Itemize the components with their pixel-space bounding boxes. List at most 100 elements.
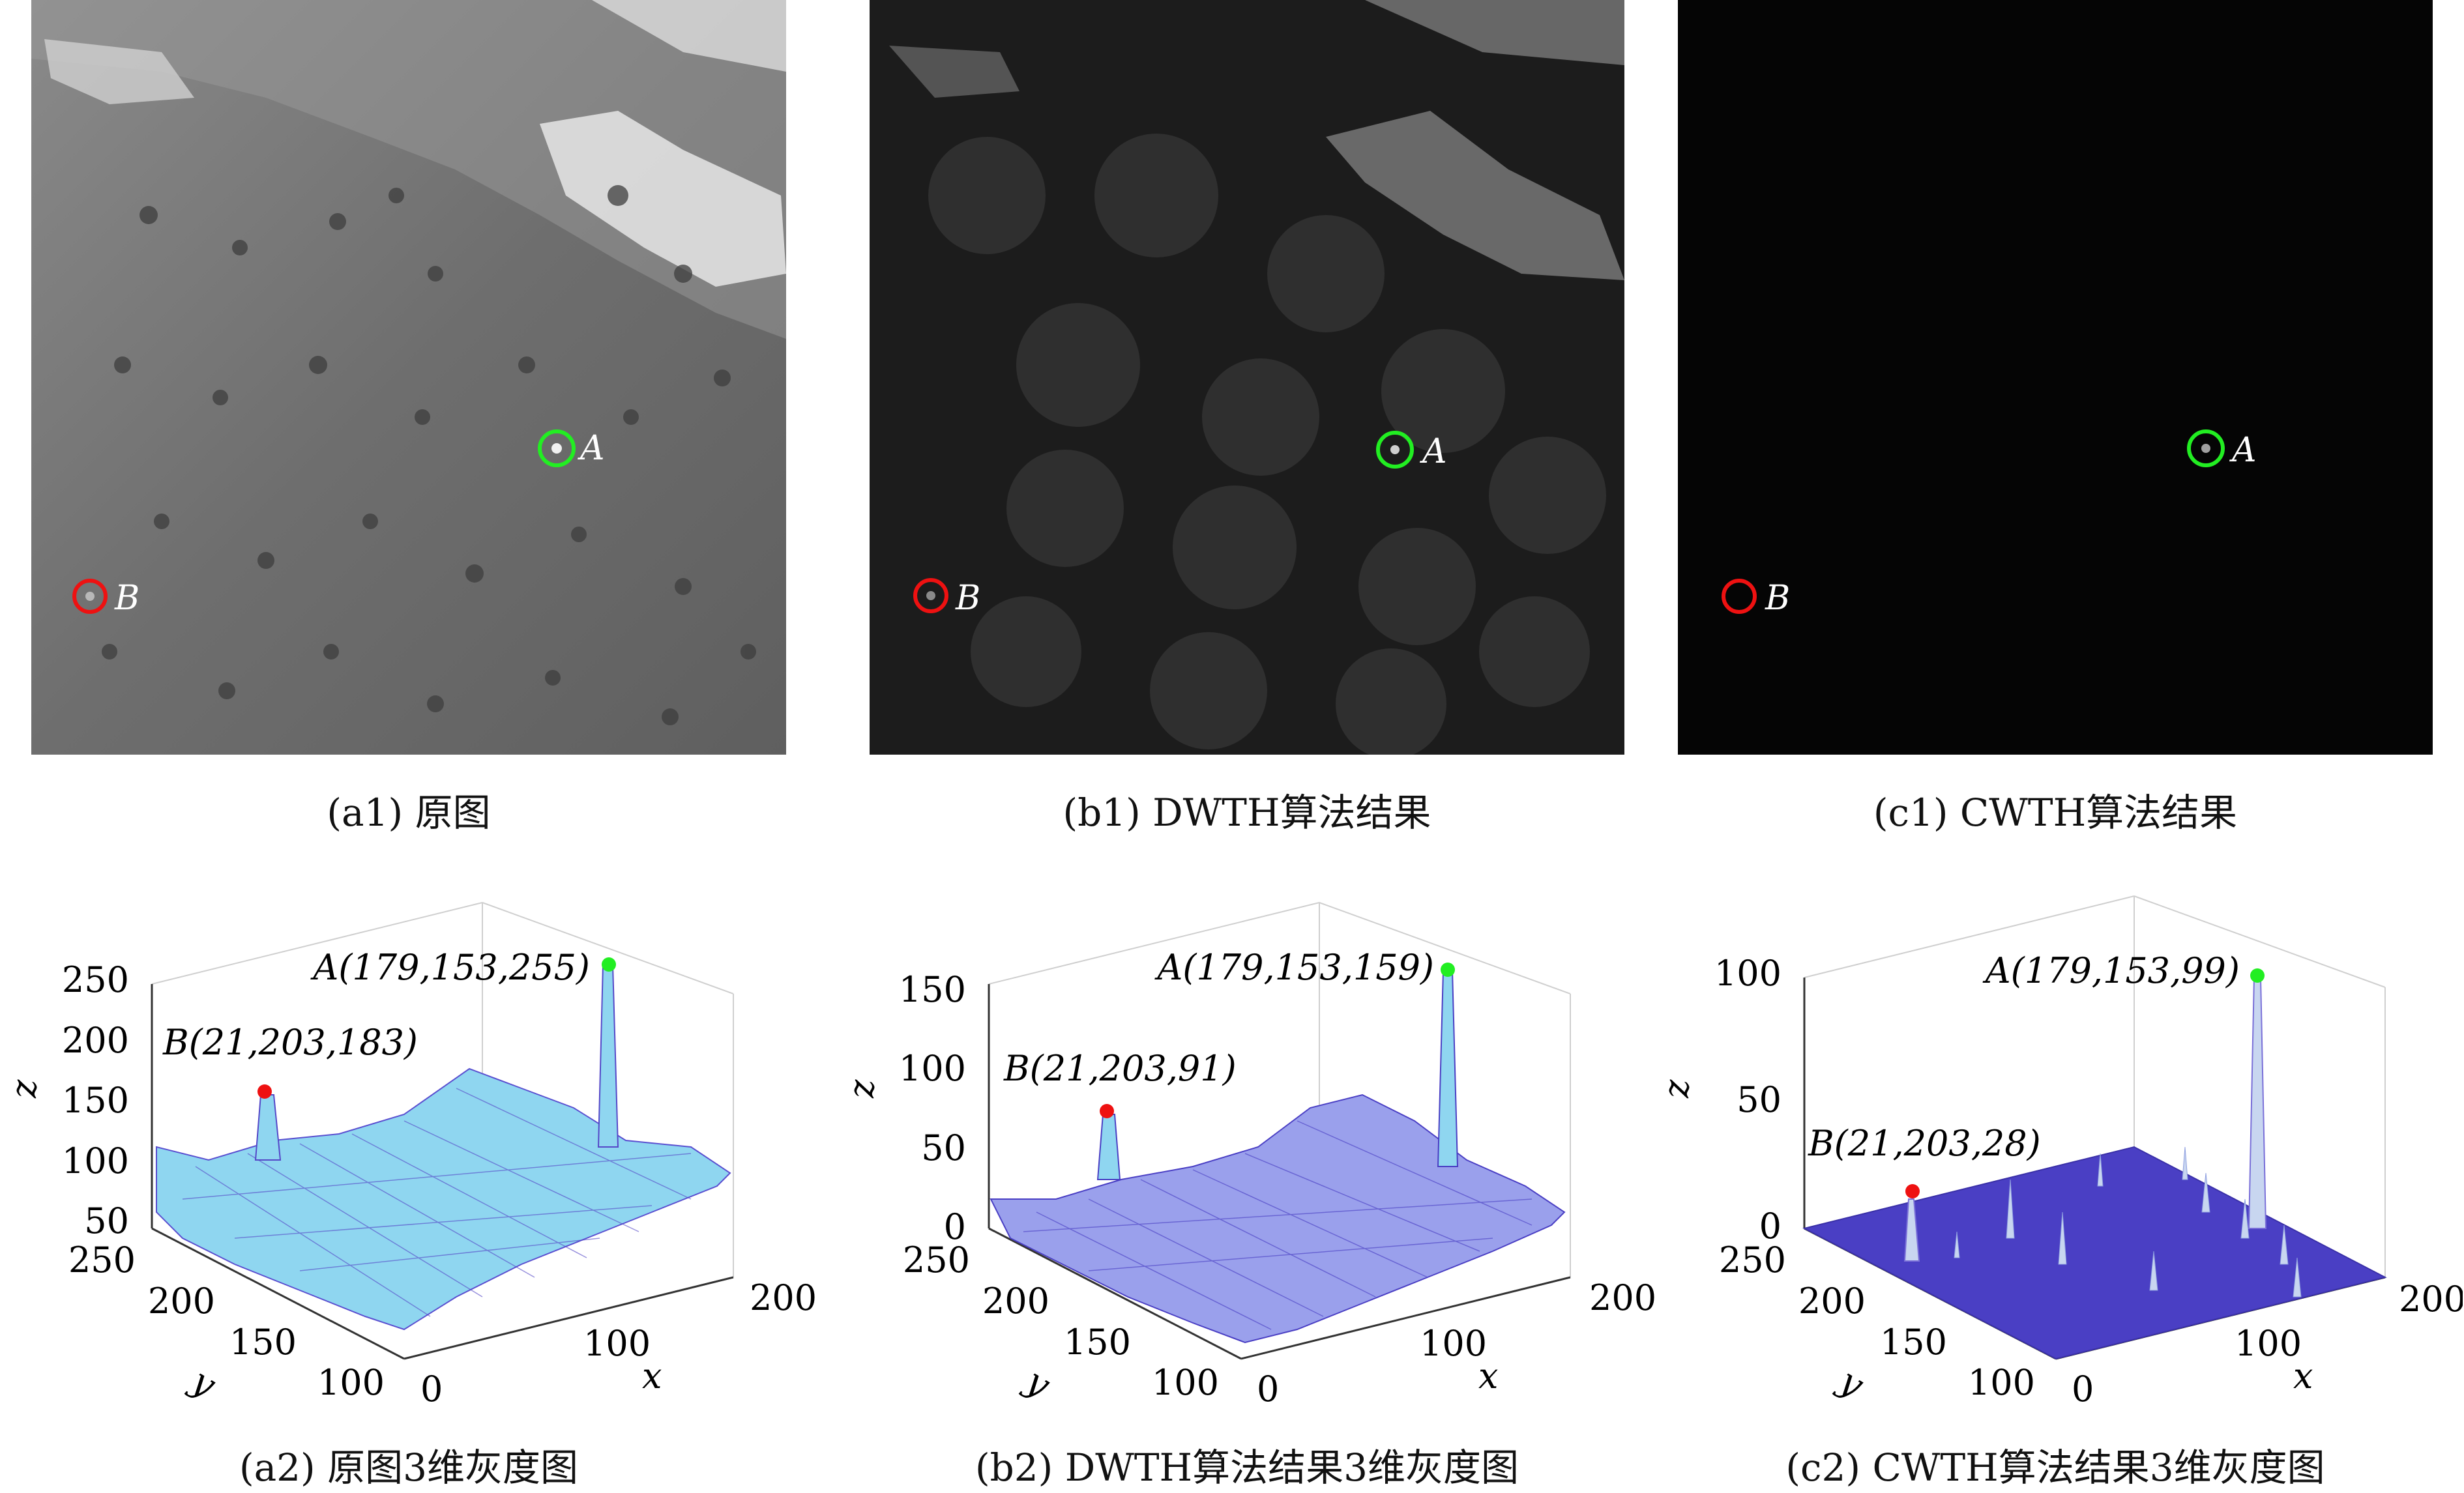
x-axis-label: x xyxy=(2293,1355,2313,1397)
svg-text:100: 100 xyxy=(1714,953,1782,994)
z-axis-label: z xyxy=(841,1079,882,1099)
x-tick-labels: 0 100 200 xyxy=(420,1277,817,1408)
marker-A-label: A xyxy=(578,429,605,468)
small-spikes xyxy=(1954,1146,2302,1297)
svg-text:0: 0 xyxy=(944,1206,966,1247)
svg-text:0: 0 xyxy=(1257,1369,1279,1408)
panel-b1-image: A B xyxy=(870,0,1624,755)
peak-B xyxy=(1903,1198,1920,1262)
svg-text:200: 200 xyxy=(1798,1281,1866,1322)
x-tick-labels: 0 100 200 xyxy=(1257,1277,1656,1408)
plot-c2-surface: A(179,153,99) B(21,203,28) 100 50 0 250 … xyxy=(1656,895,2463,1408)
y-tick-labels: 250 200 150 100 xyxy=(1719,1239,2035,1403)
z-tick-labels: 100 50 0 xyxy=(1714,953,1782,1247)
svg-text:200: 200 xyxy=(1589,1277,1656,1318)
marker-A-dot xyxy=(2250,968,2265,983)
svg-text:0: 0 xyxy=(420,1369,443,1408)
svg-text:100: 100 xyxy=(899,1048,966,1089)
marker-B-label: B xyxy=(1765,579,1790,618)
marker-B-dot xyxy=(1100,1104,1114,1118)
surface-mesh xyxy=(156,1067,731,1331)
svg-text:200: 200 xyxy=(62,1020,129,1061)
target-A-dot xyxy=(1390,445,1400,454)
marker-B-circle xyxy=(913,578,948,613)
svg-text:200: 200 xyxy=(750,1277,817,1318)
z-axis-label: z xyxy=(3,1079,44,1099)
svg-text:50: 50 xyxy=(84,1200,129,1241)
peak-A xyxy=(1437,970,1459,1167)
infrared-original-image: A B xyxy=(31,0,786,755)
flat-surface xyxy=(1802,1146,2387,1360)
label-B: B(21,203,183) xyxy=(162,1022,418,1063)
caption-c2: (c2) CWTH算法结果3维灰度图 xyxy=(1785,1445,2325,1490)
marker-A-circle xyxy=(1376,431,1414,469)
peak-B xyxy=(1096,1114,1121,1180)
caption-a1: (a1) 原图 xyxy=(327,790,491,835)
marker-A-label: A xyxy=(1420,432,1447,471)
dwth-result-image: A B xyxy=(870,0,1624,755)
label-A: A(179,153,255) xyxy=(310,947,590,988)
axes-lines xyxy=(151,984,734,1360)
svg-text:250: 250 xyxy=(903,1239,970,1281)
surface-gridlines xyxy=(1023,1120,1533,1330)
peak-A xyxy=(2248,977,2267,1229)
svg-text:250: 250 xyxy=(68,1239,136,1281)
surface-gridlines xyxy=(182,1088,692,1317)
caption-b2: (b2) DWTH算法结果3维灰度图 xyxy=(975,1445,1519,1490)
svg-text:150: 150 xyxy=(899,969,966,1010)
panel-a1-image: A B xyxy=(31,0,786,755)
y-tick-labels: 250 200 150 100 xyxy=(68,1239,385,1403)
marker-B-circle xyxy=(72,579,108,614)
x-axis-label: x xyxy=(642,1355,662,1397)
svg-text:250: 250 xyxy=(1719,1239,1786,1281)
target-B-dot xyxy=(926,591,935,600)
marker-B-circle xyxy=(1722,579,1757,614)
svg-text:100: 100 xyxy=(62,1140,129,1181)
z-axis-label: z xyxy=(1656,1079,1697,1099)
plot-b2-surface: A(179,153,159) B(21,203,91) 150 100 50 0… xyxy=(841,902,1656,1408)
svg-text:150: 150 xyxy=(1064,1322,1131,1363)
z-tick-labels: 150 100 50 0 xyxy=(899,969,966,1247)
svg-text:150: 150 xyxy=(1880,1322,1947,1363)
label-A: A(179,153,99) xyxy=(1982,950,2240,991)
peak-B xyxy=(254,1094,282,1161)
svg-text:100: 100 xyxy=(2235,1323,2302,1364)
axes-lines xyxy=(988,984,1571,1360)
marker-B-dot xyxy=(1905,1184,1920,1198)
caption-c1: (c1) CWTH算法结果 xyxy=(1873,790,2238,835)
y-axis-label: y xyxy=(184,1359,224,1406)
svg-text:50: 50 xyxy=(1737,1079,1782,1120)
label-B: B(21,203,91) xyxy=(1003,1048,1237,1089)
marker-B-label: B xyxy=(114,579,139,618)
svg-text:150: 150 xyxy=(229,1322,297,1363)
y-axis-label: y xyxy=(1832,1359,1871,1406)
svg-text:200: 200 xyxy=(148,1281,215,1322)
surface-mesh xyxy=(990,1094,1566,1344)
caption-b1: (b1) DWTH算法结果 xyxy=(1063,790,1431,835)
svg-text:0: 0 xyxy=(2072,1369,2094,1408)
svg-text:100: 100 xyxy=(1152,1362,1219,1403)
tree-clusters xyxy=(102,185,756,725)
target-A-dot xyxy=(551,443,562,454)
y-tick-labels: 250 200 150 100 xyxy=(903,1239,1219,1403)
panel-c1-image: A B xyxy=(1678,0,2433,755)
svg-text:250: 250 xyxy=(62,959,129,1000)
cwth-result-image: A B xyxy=(1678,0,2433,755)
marker-A-dot xyxy=(602,957,616,972)
svg-text:50: 50 xyxy=(921,1127,966,1168)
target-B-dot xyxy=(85,592,95,601)
svg-text:150: 150 xyxy=(62,1080,129,1121)
y-axis-label: y xyxy=(1018,1359,1058,1406)
caption-a2: (a2) 原图3维灰度图 xyxy=(239,1445,579,1490)
marker-A-label: A xyxy=(2229,431,2257,470)
svg-text:0: 0 xyxy=(1759,1206,1782,1247)
label-A: A(179,153,159) xyxy=(1154,947,1434,988)
target-A-dot xyxy=(2201,444,2210,453)
marker-A-dot xyxy=(1441,963,1455,977)
svg-text:100: 100 xyxy=(583,1323,651,1364)
svg-text:200: 200 xyxy=(982,1281,1049,1322)
svg-text:100: 100 xyxy=(317,1362,385,1403)
dwth-halo-regions xyxy=(928,134,1606,755)
z-tick-labels: 250 200 150 100 50 xyxy=(62,959,129,1241)
x-axis-label: x xyxy=(1478,1355,1498,1397)
